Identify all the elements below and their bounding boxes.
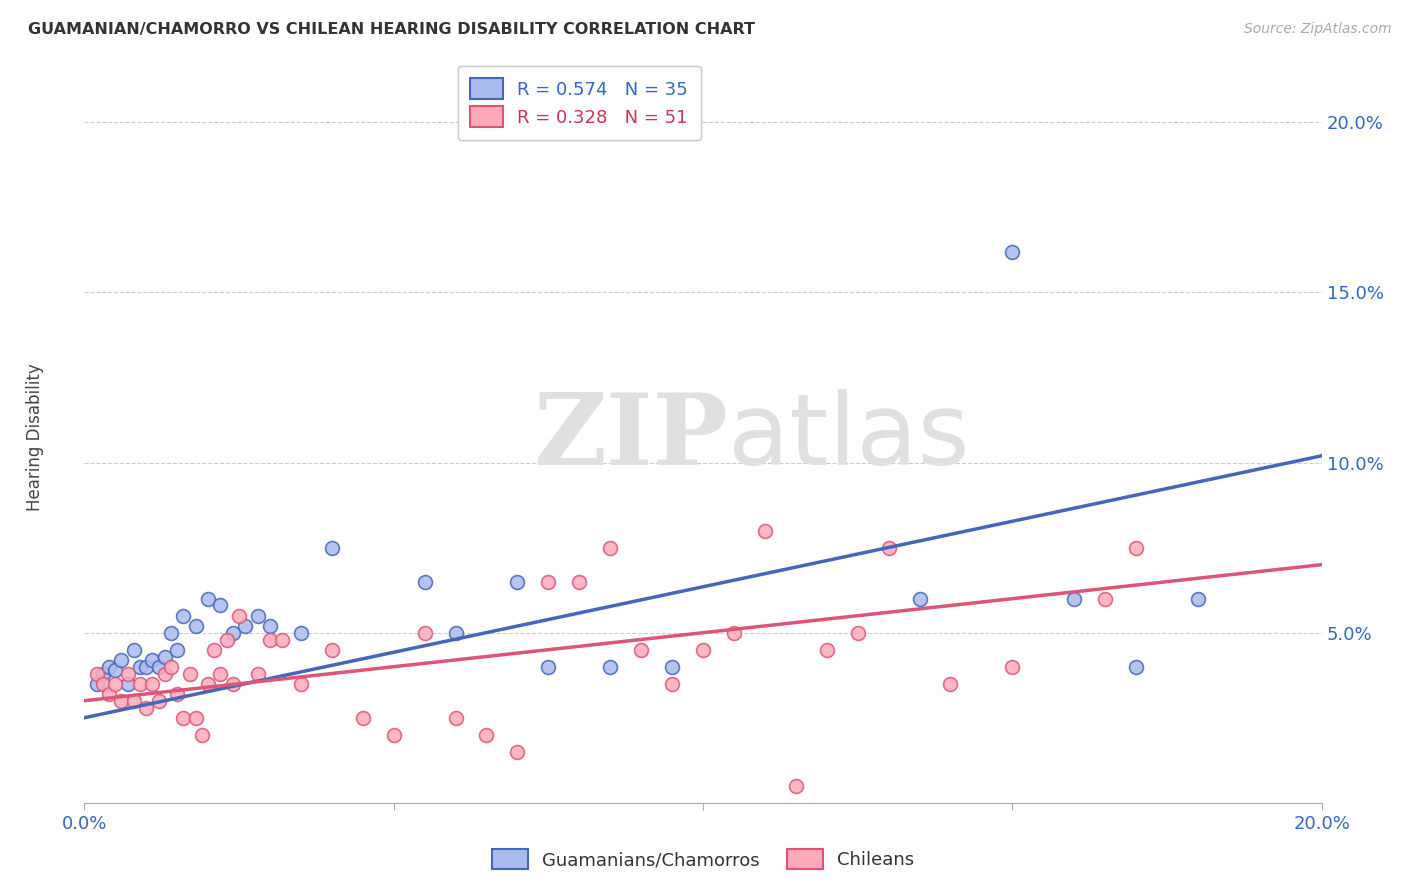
Point: [352, 711, 374, 725]
Point: [86, 666, 108, 681]
Legend: Guamanians/Chamorros, Chileans: Guamanians/Chamorros, Chileans: [482, 839, 924, 879]
Point: [444, 625, 467, 640]
Point: [537, 659, 560, 673]
Point: [179, 666, 201, 681]
Point: [166, 687, 188, 701]
Text: Hearing Disability: Hearing Disability: [25, 363, 44, 511]
Point: [692, 642, 714, 657]
Point: [110, 694, 132, 708]
Point: [537, 574, 560, 589]
Point: [222, 625, 245, 640]
Point: [246, 608, 269, 623]
Point: [104, 663, 127, 677]
Point: [1125, 659, 1147, 673]
Point: [1063, 591, 1085, 606]
Point: [723, 625, 745, 640]
Point: [117, 677, 139, 691]
Point: [197, 591, 219, 606]
Point: [908, 591, 931, 606]
Point: [98, 659, 121, 673]
Point: [104, 677, 127, 691]
Point: [184, 711, 207, 725]
Point: [191, 728, 214, 742]
Point: [135, 659, 157, 673]
Text: atlas: atlas: [728, 389, 969, 485]
Point: [259, 619, 281, 633]
Point: [444, 711, 467, 725]
Point: [122, 642, 145, 657]
Point: [846, 625, 869, 640]
Point: [209, 599, 232, 613]
Point: [413, 574, 436, 589]
Point: [172, 608, 194, 623]
Point: [91, 677, 114, 691]
Point: [321, 541, 343, 555]
Point: [939, 677, 962, 691]
Point: [1094, 591, 1116, 606]
Point: [754, 524, 776, 538]
Point: [877, 541, 900, 555]
Point: [259, 632, 281, 647]
Point: [86, 677, 108, 691]
Point: [91, 666, 114, 681]
Point: [222, 677, 245, 691]
Point: [506, 745, 529, 759]
Point: [215, 632, 238, 647]
Point: [233, 619, 256, 633]
Point: [153, 666, 176, 681]
Point: [209, 666, 232, 681]
Point: [117, 666, 139, 681]
Point: [172, 711, 194, 725]
Point: [382, 728, 405, 742]
Point: [122, 694, 145, 708]
Point: [184, 619, 207, 633]
Point: [197, 677, 219, 691]
Point: [661, 659, 683, 673]
Point: [1125, 541, 1147, 555]
Point: [153, 649, 176, 664]
Point: [246, 666, 269, 681]
Point: [148, 694, 170, 708]
Point: [568, 574, 591, 589]
Point: [110, 653, 132, 667]
Legend: R = 0.574   N = 35, R = 0.328   N = 51: R = 0.574 N = 35, R = 0.328 N = 51: [458, 66, 700, 140]
Point: [599, 659, 621, 673]
Point: [160, 625, 183, 640]
Point: [599, 541, 621, 555]
Point: [228, 608, 250, 623]
Point: [129, 659, 152, 673]
Point: [141, 677, 163, 691]
Point: [290, 625, 312, 640]
Point: [1187, 591, 1209, 606]
Point: [129, 677, 152, 691]
Point: [290, 677, 312, 691]
Point: [506, 574, 529, 589]
Point: [98, 687, 121, 701]
Text: GUAMANIAN/CHAMORRO VS CHILEAN HEARING DISABILITY CORRELATION CHART: GUAMANIAN/CHAMORRO VS CHILEAN HEARING DI…: [28, 22, 755, 37]
Point: [1001, 659, 1024, 673]
Point: [1001, 244, 1024, 259]
Point: [815, 642, 838, 657]
Point: [321, 642, 343, 657]
Point: [785, 779, 807, 793]
Point: [166, 642, 188, 657]
Text: Source: ZipAtlas.com: Source: ZipAtlas.com: [1244, 22, 1392, 37]
Point: [661, 677, 683, 691]
Point: [630, 642, 652, 657]
Text: ZIP: ZIP: [533, 389, 728, 485]
Point: [141, 653, 163, 667]
Point: [135, 700, 157, 714]
Point: [148, 659, 170, 673]
Point: [271, 632, 294, 647]
Point: [475, 728, 498, 742]
Point: [202, 642, 225, 657]
Point: [160, 659, 183, 673]
Point: [413, 625, 436, 640]
